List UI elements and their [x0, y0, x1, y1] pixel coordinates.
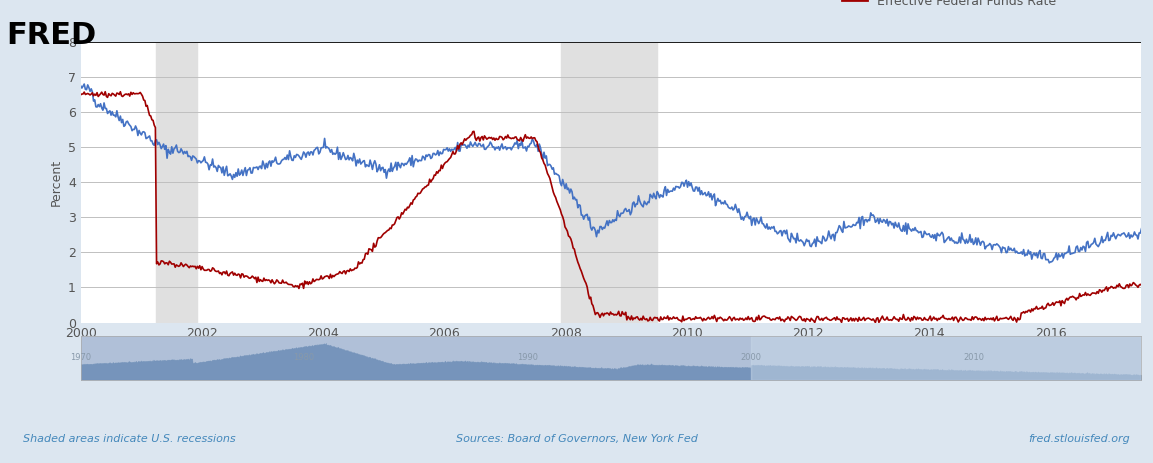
Y-axis label: Percent: Percent: [50, 158, 62, 206]
Bar: [751, 336, 1141, 380]
Text: Shaded areas indicate U.S. recessions: Shaded areas indicate U.S. recessions: [23, 434, 235, 444]
Text: fred.stlouisfed.org: fred.stlouisfed.org: [1028, 434, 1130, 444]
Text: 1970: 1970: [70, 353, 91, 362]
Legend: 10-Year Treasury Constant Maturity Rate, Effective Federal Funds Rate: 10-Year Treasury Constant Maturity Rate,…: [836, 0, 1136, 14]
Bar: [560, 42, 656, 323]
Text: 2000: 2000: [740, 353, 761, 362]
Text: Sources: Board of Governors, New York Fed: Sources: Board of Governors, New York Fe…: [455, 434, 698, 444]
Text: 1980: 1980: [294, 353, 315, 362]
Bar: [157, 42, 197, 323]
Text: 1990: 1990: [517, 353, 537, 362]
Text: 2010: 2010: [964, 353, 985, 362]
Text: FRED: FRED: [6, 21, 96, 50]
